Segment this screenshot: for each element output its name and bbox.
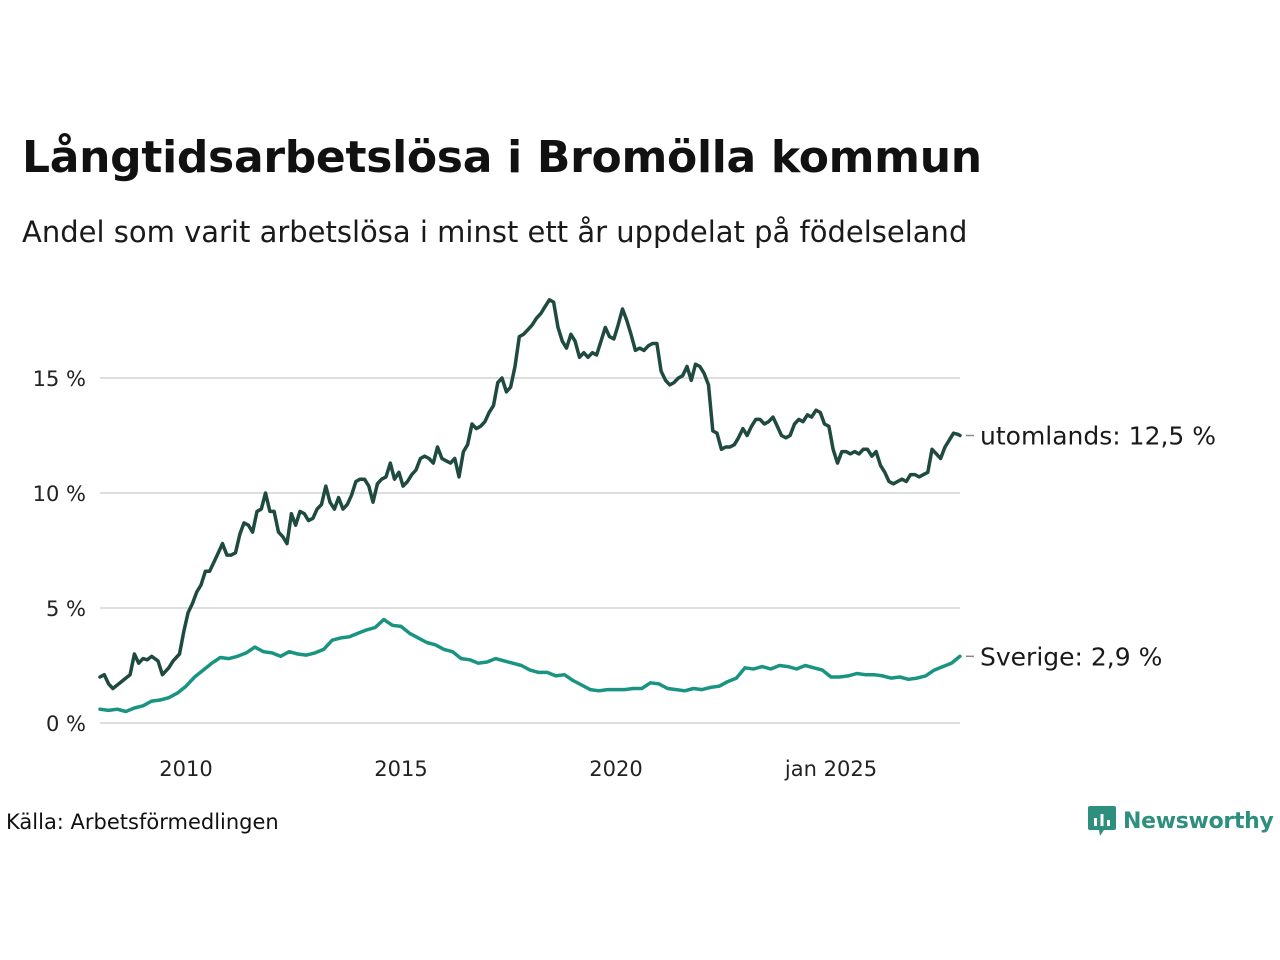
series-line-utomlands — [98, 298, 962, 691]
y-tick-label: 10 % — [33, 482, 86, 506]
y-tick-label: 5 % — [46, 597, 86, 621]
end-label-sverige: Sverige: 2,9 % — [980, 642, 1162, 671]
chart-title: Långtidsarbetslösa i Bromölla kommun — [22, 132, 982, 183]
x-tick-label: 2015 — [374, 757, 427, 781]
end-label-utomlands: utomlands: 12,5 % — [980, 422, 1216, 451]
y-tick-label: 0 % — [46, 712, 86, 736]
x-tick-label: 2020 — [589, 757, 642, 781]
newsworthy-logo-icon — [1088, 806, 1116, 836]
x-axis-ticks: 2010 2015 2020 jan 2025 — [159, 757, 877, 781]
y-axis-ticks: 0 % 5 % 10 % 15 % — [33, 367, 86, 736]
x-tick-label: 2010 — [159, 757, 212, 781]
brand-logo: Newsworthy — [1087, 804, 1274, 838]
series-end-labels: utomlands: 12,5 % Sverige: 2,9 % — [966, 422, 1216, 671]
source-note: Källa: Arbetsförmedlingen — [6, 810, 279, 834]
chart-subtitle: Andel som varit arbetslösa i minst ett å… — [22, 215, 968, 249]
brand-name: Newsworthy — [1123, 808, 1274, 834]
x-tick-label: jan 2025 — [784, 757, 877, 781]
series-lines — [98, 298, 962, 714]
series-line-sverige — [98, 617, 962, 714]
y-tick-label: 15 % — [33, 367, 86, 391]
grid-lines — [100, 377, 960, 724]
